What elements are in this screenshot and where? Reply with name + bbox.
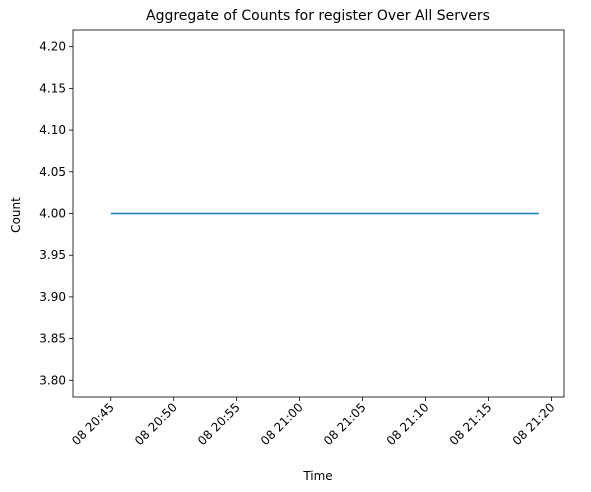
x-tick-label: 08 20:45 <box>69 400 117 448</box>
y-tick-label: 3.95 <box>39 248 66 262</box>
y-tick-label: 4.10 <box>39 123 66 137</box>
chart-title: Aggregate of Counts for register Over Al… <box>146 8 490 24</box>
y-tick-label: 3.80 <box>39 373 66 387</box>
y-axis-label: Count <box>9 197 23 233</box>
x-tick-label: 08 20:50 <box>132 400 180 448</box>
x-tick-label: 08 21:20 <box>510 400 558 448</box>
y-tick-label: 4.15 <box>39 81 66 95</box>
y-tick-label: 3.90 <box>39 290 66 304</box>
y-tick-label: 4.00 <box>39 207 66 221</box>
x-tick-label: 08 21:00 <box>258 400 306 448</box>
x-tick-label: 08 21:05 <box>321 400 369 448</box>
plot-area: 3.80 3.85 3.90 3.95 4.00 4.05 4.10 4.15 4.20 08 2… <box>39 29 565 448</box>
x-tick-label: 08 20:55 <box>195 400 243 448</box>
x-tick-label: 08 21:15 <box>447 400 495 448</box>
x-axis-label: Time <box>302 469 332 483</box>
y-tick-label: 4.20 <box>39 40 66 54</box>
y-tick-label: 4.05 <box>39 165 66 179</box>
y-tick-label: 3.85 <box>39 332 66 346</box>
x-tick-label: 08 21:10 <box>384 400 432 448</box>
